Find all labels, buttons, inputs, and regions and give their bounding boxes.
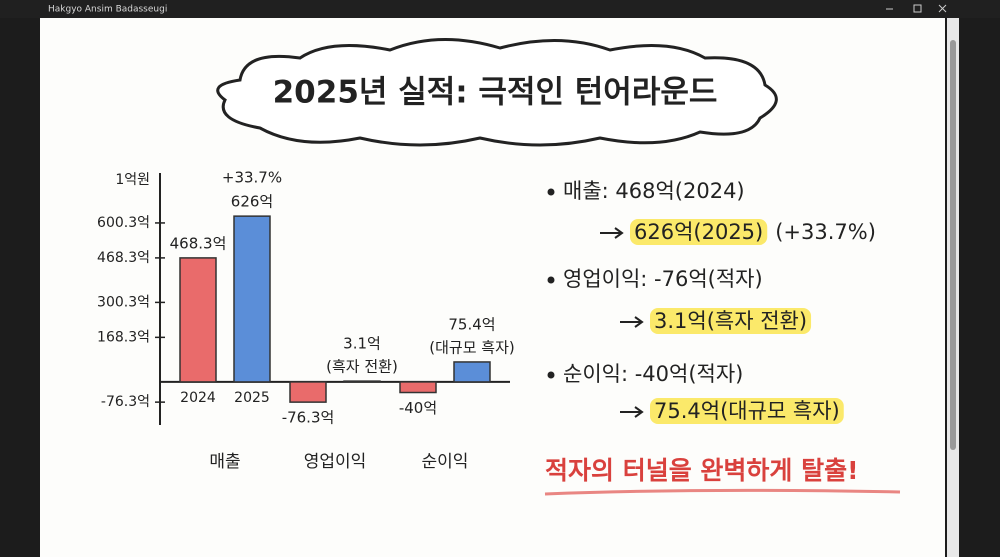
summary-result: 3.1억(흑자 전환) [654,309,807,333]
arrow [600,227,624,239]
x-tick-label: 매출 [209,452,240,472]
bar [343,380,381,383]
summary-note: (+33.7%) [775,220,876,244]
bar [399,381,437,394]
value-label: -40억 [399,399,437,417]
y-tick-label: -76.3억 [101,394,150,410]
x-tick-label: 순이익 [422,452,469,472]
value-label: 626억 [231,193,273,211]
annotation: (흑자 전환) [326,358,398,376]
scrollbar-thumb[interactable] [950,40,956,450]
conclusion-underline [544,488,901,496]
summary-text: 영업이익: -76억(적자) [563,267,763,291]
value-label: 468.3억 [170,234,227,252]
highlight [630,219,768,245]
bar [289,381,327,403]
arrow [620,406,644,418]
y-tick-label: 468.3억 [97,250,150,266]
bullet-dot [547,371,555,379]
y-axis-label: 1억원 [115,172,150,188]
close-button[interactable] [938,4,947,13]
value-label: 3.1억 [343,335,381,353]
conclusion: 적자의 터널을 완벽하게 탈출! [545,456,859,485]
bullet-dot [547,276,555,284]
arrow [620,316,644,328]
x-tick-label: 영업이익 [304,452,367,472]
y-tick-label: 300.3억 [97,294,150,310]
bullet-dot [547,188,555,196]
bar [453,361,491,383]
summary-result: 626억(2025) [634,220,763,244]
series-label: 2024 [180,390,216,406]
highlight [650,398,844,424]
bar [233,215,271,383]
title-bar [0,0,1000,18]
maximize-button[interactable] [913,4,922,13]
window-title: Hakgyo Ansim Badasseugi [48,5,167,15]
annotation: (대규모 흑자) [429,338,514,356]
value-label: -76.3억 [282,409,335,427]
value-label: 75.4억 [448,315,495,333]
bar [179,257,217,383]
y-tick-label: 600.3억 [97,215,150,231]
summary-text: 매출: 468억(2024) [563,179,745,203]
title-cloud [216,37,778,147]
summary-text: 순이익: -40억(적자) [563,362,743,386]
y-tick-label: 168.3억 [97,329,150,345]
chart-title: 2025년 실적: 극적인 턴어라운드 [273,75,718,111]
annotation: +33.7% [222,169,282,187]
series-label: 2025 [234,390,270,406]
highlight [650,308,812,334]
summary-result: 75.4억(대규모 흑자) [654,399,840,423]
